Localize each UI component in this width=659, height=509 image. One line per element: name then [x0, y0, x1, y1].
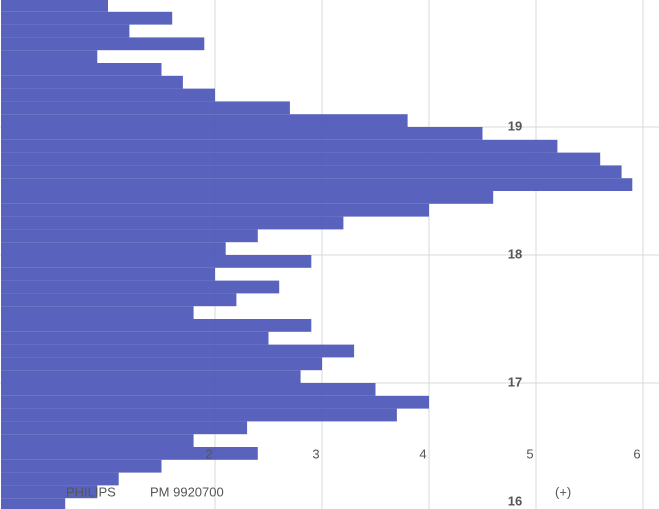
bar	[1, 267, 215, 281]
bar	[1, 255, 312, 268]
bar	[1, 152, 601, 166]
bar	[1, 75, 183, 89]
annotation: (+)	[555, 484, 571, 499]
x-tick-label: 6	[633, 446, 640, 461]
bar	[1, 191, 494, 204]
bar	[1, 101, 290, 115]
annotation: PM 9920700	[150, 484, 224, 499]
bar	[1, 203, 429, 217]
bar	[1, 139, 558, 153]
bar	[1, 165, 622, 179]
x-tick-label: 3	[312, 446, 319, 461]
y-tick-label: 18	[508, 246, 522, 261]
bar	[1, 485, 98, 499]
y-tick-label: 19	[508, 118, 522, 133]
bar	[1, 331, 269, 345]
bar	[1, 37, 205, 51]
x-tick-label: 5	[526, 446, 533, 461]
bar	[1, 395, 429, 409]
annotation: PHILIPS	[66, 484, 116, 499]
bar	[1, 11, 173, 25]
bar	[1, 434, 194, 447]
bar	[1, 216, 344, 230]
bar	[1, 63, 162, 76]
bar	[1, 242, 226, 255]
bar	[1, 472, 119, 486]
bar	[1, 447, 258, 460]
y-tick-label: 16	[508, 493, 522, 508]
x-tick-label: 2	[205, 446, 212, 461]
bar	[1, 421, 248, 435]
bar	[1, 50, 98, 63]
bar	[1, 319, 312, 332]
bar	[1, 229, 258, 243]
bar	[1, 0, 108, 12]
bar	[1, 293, 237, 307]
bar	[1, 24, 130, 38]
x-tick-label: 4	[419, 446, 426, 461]
bar	[1, 498, 66, 509]
bar	[1, 88, 215, 102]
bar	[1, 280, 280, 294]
bar	[1, 357, 322, 371]
y-tick-label: 17	[508, 374, 522, 389]
bar	[1, 114, 408, 127]
bar	[1, 178, 633, 191]
bar	[1, 408, 397, 422]
bar	[1, 370, 301, 383]
bar	[1, 383, 376, 396]
bar	[1, 306, 194, 319]
bar	[1, 344, 355, 358]
bar	[1, 127, 483, 140]
bar	[1, 459, 162, 473]
